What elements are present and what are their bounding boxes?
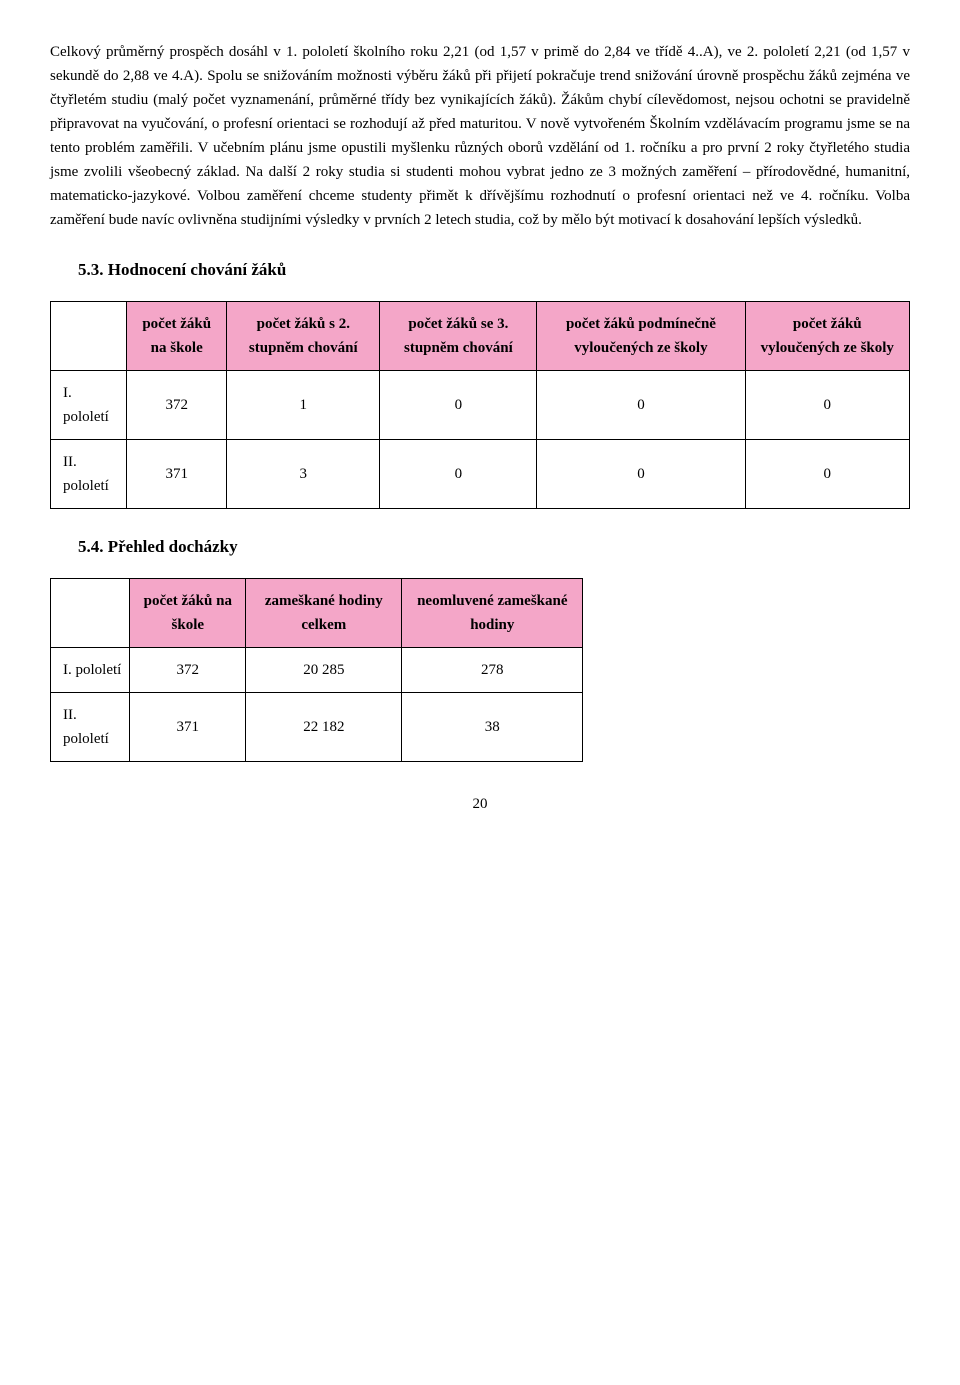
table-corner-cell [51, 302, 127, 371]
table-row: I. pololetí 372 1 0 0 0 [51, 371, 910, 440]
table-row: I. pololetí 372 20 285 278 [51, 648, 583, 693]
col-header: zameškané hodiny celkem [246, 579, 402, 648]
cell: 372 [130, 648, 246, 693]
behaviour-evaluation-table: počet žáků na škole počet žáků s 2. stup… [50, 301, 910, 509]
col-header: počet žáků se 3. stupněm chování [380, 302, 537, 371]
cell: 20 285 [246, 648, 402, 693]
cell: 1 [227, 371, 380, 440]
cell: 371 [130, 693, 246, 762]
row-label: I. pololetí [51, 648, 130, 693]
col-header: počet žáků na škole [127, 302, 227, 371]
cell: 0 [380, 440, 537, 509]
table-row: II. pololetí 371 22 182 38 [51, 693, 583, 762]
body-paragraph: Celkový průměrný prospěch dosáhl v 1. po… [50, 40, 910, 232]
table-corner-cell [51, 579, 130, 648]
col-header: počet žáků podmínečně vyloučených ze ško… [537, 302, 745, 371]
cell: 22 182 [246, 693, 402, 762]
table-header-row: počet žáků na škole zameškané hodiny cel… [51, 579, 583, 648]
cell: 0 [537, 371, 745, 440]
cell: 38 [402, 693, 583, 762]
table-header-row: počet žáků na škole počet žáků s 2. stup… [51, 302, 910, 371]
table-row: II. pololetí 371 3 0 0 0 [51, 440, 910, 509]
cell: 371 [127, 440, 227, 509]
cell: 0 [745, 440, 909, 509]
cell: 0 [745, 371, 909, 440]
col-header: počet žáků vyloučených ze školy [745, 302, 909, 371]
row-label: I. pololetí [51, 371, 127, 440]
cell: 0 [380, 371, 537, 440]
row-label: II. pololetí [51, 440, 127, 509]
cell: 0 [537, 440, 745, 509]
page-number: 20 [50, 792, 910, 816]
attendance-table: počet žáků na škole zameškané hodiny cel… [50, 578, 583, 762]
col-header: počet žáků na škole [130, 579, 246, 648]
cell: 3 [227, 440, 380, 509]
col-header: počet žáků s 2. stupněm chování [227, 302, 380, 371]
col-header: neomluvené zameškané hodiny [402, 579, 583, 648]
cell: 278 [402, 648, 583, 693]
row-label: II. pololetí [51, 693, 130, 762]
section-5-3-title: 5.3. Hodnocení chování žáků [78, 256, 910, 283]
section-5-4-title: 5.4. Přehled docházky [78, 533, 910, 560]
cell: 372 [127, 371, 227, 440]
